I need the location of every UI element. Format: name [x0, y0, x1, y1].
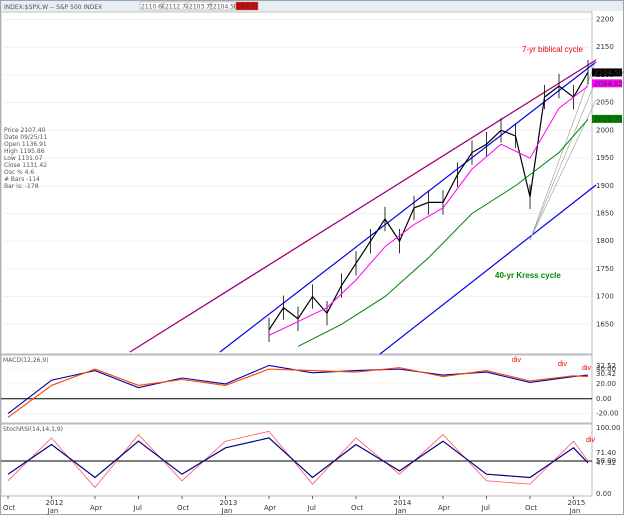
info-line: Open 1136.91: [4, 141, 47, 148]
x-tick-label: Jul: [307, 504, 317, 512]
macd-tag: 32.52: [596, 362, 616, 370]
stoch-panel: [0, 423, 593, 497]
price-tick-label: 1700: [596, 293, 614, 301]
fan-line: [529, 79, 597, 241]
macd-tick-label: 20.00: [596, 380, 616, 388]
price-tick-label: 1850: [596, 209, 614, 217]
ohlc-box: [235, 1, 259, 11]
x-tick-label: Apr: [90, 504, 102, 512]
ohlc-value: 2104.50: [213, 4, 238, 11]
stoch-tag: 47.32: [596, 459, 616, 467]
x-tick-label: 2013: [220, 499, 238, 507]
stoch-label: StochRSI(14,14,1,9): [3, 426, 63, 433]
channel-lower: [379, 184, 597, 355]
info-line: Price 2107.40: [4, 127, 46, 134]
price-tick-label: 2200: [596, 16, 614, 24]
price-panel: [0, 11, 593, 355]
stoch-tick-label: 0.00: [596, 490, 612, 498]
info-line: Date 09/25/11: [4, 134, 47, 141]
x-tick-label: Jan: [569, 507, 581, 515]
price-tick-label: 1750: [596, 265, 614, 273]
window-title: INDEX:$SPX,W -- S&P 500 INDEX: [4, 4, 102, 11]
channel-upper: [219, 61, 597, 353]
price-tick-label: 1800: [596, 237, 614, 245]
info-line: High 1195.86: [4, 148, 45, 155]
price-tick-label: 1900: [596, 182, 614, 190]
series-ema_fast: [268, 85, 589, 336]
macd-tick-label: -20.00: [596, 410, 619, 418]
macd-macd: [7, 364, 589, 415]
x-tick-label: Jan: [395, 507, 407, 515]
ohlc-value: 2110.60: [141, 4, 166, 11]
x-tick-label: 2014: [394, 499, 412, 507]
ohlc-value: -11.84: [237, 4, 257, 11]
x-tick-label: Apr: [264, 504, 276, 512]
macd-label: MACD(12,26,9): [3, 357, 49, 364]
ohlc-strip: 2110.60 2112.74 2103.75 2104.50 -11.84: [139, 1, 259, 11]
long-trendline: [129, 59, 597, 353]
macd-div-annotation: div: [582, 365, 591, 372]
x-tick-label: Jan: [221, 507, 233, 515]
x-tick-label: Jul: [133, 504, 143, 512]
x-tick-label: 2015: [568, 499, 586, 507]
annotation-biblical-cycle: 7-yr biblical cycle: [522, 45, 583, 54]
toolbar: [1, 1, 623, 11]
stoch-tick-label: 50.00: [596, 457, 616, 465]
price-tag: [592, 79, 622, 88]
price-tag-label: 2084.82: [594, 80, 623, 88]
macd-tag: 30.42: [596, 370, 616, 378]
info-line: Osc % 4.6: [4, 169, 34, 176]
x-tick-label: 2012: [46, 499, 64, 507]
stoch-stoch_smooth: [7, 437, 589, 479]
ohlc-box: [139, 1, 163, 11]
stoch-tick-label: 100.00: [596, 424, 621, 432]
fan-line: [529, 59, 597, 241]
ohlc-box: [187, 1, 211, 11]
x-tick-label: Jan: [47, 507, 59, 515]
info-line: # Bars -114: [4, 176, 40, 183]
annotation-kress-cycle: 40-yr Kress cycle: [495, 271, 561, 280]
price-tick-label: 2150: [596, 43, 614, 51]
price-tick-label: 1650: [596, 320, 614, 328]
price-tag-label: 2020.71: [594, 115, 623, 123]
price-tick-label: 2050: [596, 99, 614, 107]
series-ema_slow: [297, 118, 589, 347]
price-tick-label: 1950: [596, 154, 614, 162]
ohlc-value: 2112.74: [165, 4, 190, 11]
macd-tick-label: 40.00: [596, 365, 616, 373]
price-tag-label: 2104.50: [594, 69, 623, 77]
x-tick-label: Oct: [3, 504, 15, 512]
macd-panel: [0, 354, 593, 424]
macd-div-annotation: div: [558, 361, 567, 368]
x-tick-label: Oct: [351, 504, 363, 512]
price-tick-label: 2000: [596, 126, 614, 134]
stoch-div-annotation: div: [586, 437, 595, 444]
info-line: Bar is: -178: [4, 183, 39, 190]
price-tag: [592, 68, 622, 77]
x-tick-label: Apr: [438, 504, 450, 512]
macd-tick-label: 0.00: [596, 395, 612, 403]
stoch-tag: 71.40: [596, 449, 616, 457]
macd-signal: [7, 367, 589, 418]
ohlc-value: 2103.75: [189, 4, 214, 11]
macd-div-annotation: div: [512, 357, 521, 364]
x-tick-label: Oct: [525, 504, 537, 512]
x-tick-label: Jul: [481, 504, 491, 512]
info-line: Low 1131.07: [4, 155, 43, 162]
stoch-stoch: [7, 430, 589, 489]
price-tag: [592, 114, 622, 123]
info-line: Close 1131.42: [4, 162, 47, 169]
ohlc-box: [211, 1, 235, 11]
ohlc-box: [163, 1, 187, 11]
x-tick-label: Oct: [177, 504, 189, 512]
